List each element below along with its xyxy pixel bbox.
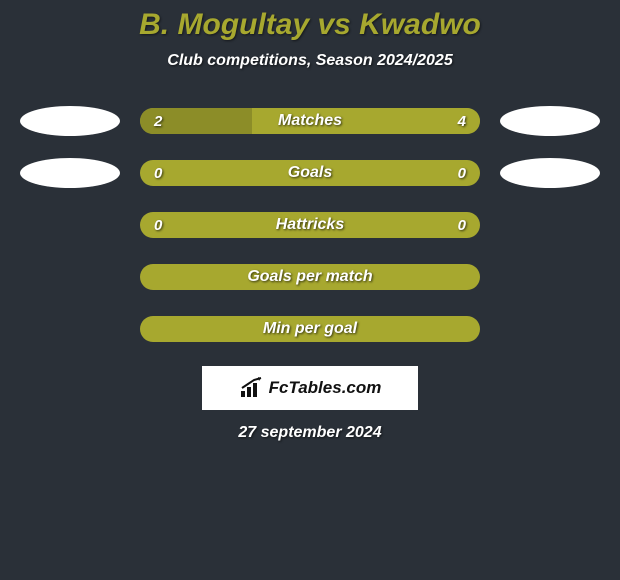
stat-bar: 00Hattricks	[140, 212, 480, 238]
stat-row: 24Matches	[0, 106, 620, 136]
stat-row: 00Goals	[0, 158, 620, 188]
stat-bar: Goals per match	[140, 264, 480, 290]
stat-bar: 00Goals	[140, 160, 480, 186]
stat-label: Min per goal	[140, 320, 480, 338]
stat-row: 00Hattricks	[0, 210, 620, 240]
page-title: B. Mogultay vs Kwadwo	[0, 8, 620, 42]
logo: FcTables.com	[239, 377, 382, 399]
stat-rows: 24Matches 00Goals 00Hattricks Goals per mat…	[0, 106, 620, 344]
logo-text: FcTables.com	[269, 378, 382, 398]
stat-bar: 24Matches	[140, 108, 480, 134]
subtitle: Club competitions, Season 2024/2025	[0, 52, 620, 70]
stat-label: Goals per match	[140, 268, 480, 286]
logo-chart-icon	[239, 377, 265, 399]
date-label: 27 september 2024	[0, 424, 620, 442]
stat-row: Min per goal	[0, 314, 620, 344]
player-right-marker	[500, 158, 600, 188]
stat-row: Goals per match	[0, 262, 620, 292]
player-right-marker	[500, 106, 600, 136]
player-left-marker	[20, 158, 120, 188]
player-left-marker	[20, 106, 120, 136]
stat-label: Matches	[140, 112, 480, 130]
stat-bar: Min per goal	[140, 316, 480, 342]
logo-box: FcTables.com	[202, 366, 418, 410]
stat-label: Hattricks	[140, 216, 480, 234]
stat-label: Goals	[140, 164, 480, 182]
comparison-widget: B. Mogultay vs Kwadwo Club competitions,…	[0, 0, 620, 442]
